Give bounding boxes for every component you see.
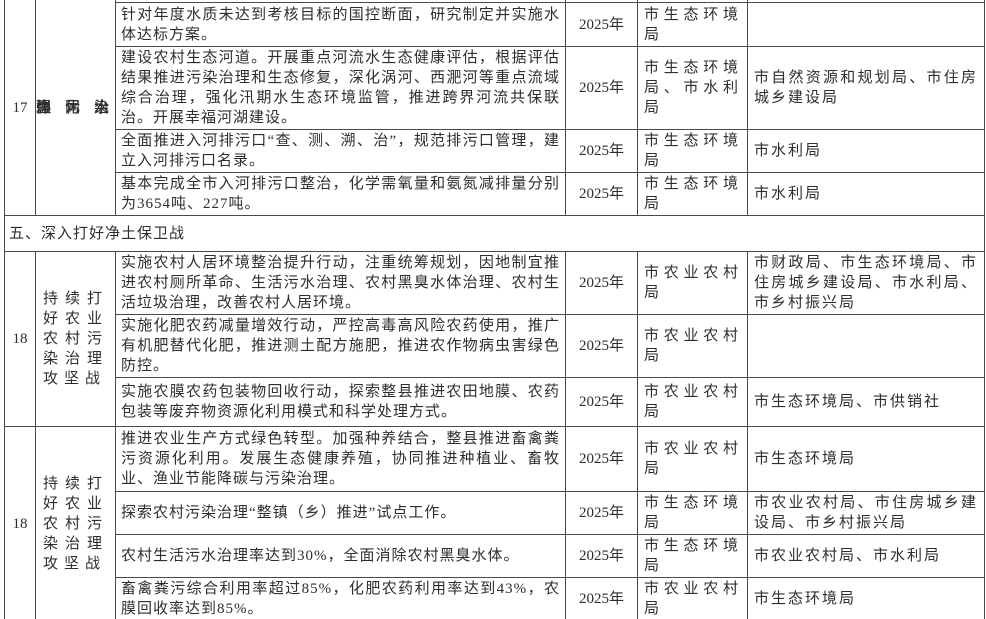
year-cell: 2025年	[565, 377, 638, 427]
responsible-dept-cell: 市农业农村局	[637, 377, 748, 427]
responsible-dept-cell: 市生态环境局、市水利局	[637, 46, 748, 130]
table-row: 建设农村生态河道。开展重点河流水生态健康评估，根据评估结果推进污染治理和生态修复…	[5, 46, 985, 130]
responsible-dept-cell: 市生态环境局	[637, 491, 748, 535]
group-number-cell: 18	[4, 426, 36, 619]
table-row: 农村生活污水治理率达到30%，全面消除农村黑臭水体。 2025年 市生态环境局 …	[5, 534, 985, 578]
responsible-dept-cell: 市农业农村局	[637, 251, 748, 315]
group-number-cell: 18	[4, 251, 36, 427]
year-cell: 2025年	[565, 251, 638, 315]
year-cell: 2025年	[565, 491, 638, 535]
table-row: 畜禽粪污综合利用率超过85%，化肥农药利用率达到43%，农膜回收率达到85%。 …	[5, 577, 985, 619]
cooperating-dept-cell: 市生态环境局	[747, 426, 985, 492]
group-number-cell: 17	[4, 0, 36, 216]
table-row: 探索农村污染治理“整镇（乡）推进”试点工作。 2025年 市生态环境局 市农业农…	[5, 491, 985, 535]
responsible-dept-cell: 市生态环境局	[637, 2, 748, 47]
responsible-dept-cell: 市生态环境局	[637, 129, 748, 173]
year-cell: 2025年	[565, 46, 638, 130]
cooperating-dept-cell: 市生态环境局、市供销社	[747, 377, 985, 427]
task-text-cell: 建设农村生态河道。开展重点河流水生态健康评估，根据评估结果推进污染治理和生态修复…	[115, 46, 566, 130]
table-row: 全面推进入河排污口“查、测、溯、治”，规范排污口管理，建立入河排污口名录。 20…	[5, 129, 985, 173]
task-text-cell: 全面推进入河排污口“查、测、溯、治”，规范排污口管理，建立入河排污口名录。	[115, 129, 566, 173]
cooperating-dept-cell: 市农业农村局、市水利局	[747, 534, 985, 578]
cooperating-dept-cell: 市农业农村局、市住房城乡建设局、市乡村振兴局	[747, 491, 985, 535]
year-cell: 2025年	[565, 314, 638, 378]
task-text-cell: 实施农膜农药包装物回收行动，探索整县推进农田地膜、农药包装等废弃物资源化利用模式…	[115, 377, 566, 427]
table-row: 实施农膜农药包装物回收行动，探索整县推进农田地膜、农药包装等废弃物资源化利用模式…	[5, 377, 985, 427]
task-text-cell: 农村生活污水治理率达到30%，全面消除农村黑臭水体。	[115, 534, 566, 578]
table-row: 18 持续打好农业农村污染治理攻坚战 推进农业生产方式绿色转型。加强种养结合，整…	[4, 426, 985, 619]
responsible-dept-cell: 市农业农村局	[637, 314, 748, 378]
table-row: 18 持续打好农业农村污染治理攻坚战 实施农村人居环境整治提升行动，注重统筹规划…	[4, 251, 985, 427]
year-cell: 2025年	[565, 534, 638, 578]
group-category-cell: 强化水岸污染协同治理	[35, 0, 116, 216]
responsible-dept-cell: 市农业农村局	[637, 426, 748, 492]
cooperating-dept-cell: 市水利局	[747, 172, 985, 216]
responsible-dept-cell: 市农业农村局	[637, 577, 748, 619]
cooperating-dept-cell: 市生态环境局	[747, 577, 985, 619]
task-text-cell: 基本完成全市入河排污口整治，化学需氧量和氨氮减排量分别为3654吨、227吨。	[115, 172, 566, 216]
responsible-dept-cell: 市生态环境局	[637, 172, 748, 216]
responsible-dept-cell: 市生态环境局	[637, 534, 748, 578]
cooperating-dept-cell	[747, 314, 985, 378]
group-category-cell: 持续打好农业农村污染治理攻坚战	[35, 251, 116, 427]
table-row: 17 强化水岸污染协同治理	[4, 0, 985, 216]
table-row: 针对年度水质未达到考核目标的国控断面，研究制定并实施水体达标方案。 2025年 …	[5, 2, 985, 47]
year-cell: 2025年	[565, 172, 638, 216]
task-text-cell: 畜禽粪污综合利用率超过85%，化肥农药利用率达到43%，农膜回收率达到85%。	[115, 577, 566, 619]
cooperating-dept-cell: 市财政局、市生态环境局、市住房城乡建设局、市水利局、市乡村振兴局	[747, 251, 985, 315]
cooperating-dept-cell: 市水利局	[747, 129, 985, 173]
cooperating-dept-cell	[747, 2, 985, 47]
action-plan-table: 17 强化水岸污染协同治理 针对年度水质未达到考核目标的国控断面，研究制定并实施…	[4, 0, 985, 619]
section-header-row: 五、深入打好净土保卫战	[4, 215, 985, 252]
year-cell: 2025年	[565, 2, 638, 47]
year-cell: 2025年	[565, 426, 638, 492]
task-text-cell: 探索农村污染治理“整镇（乡）推进”试点工作。	[115, 491, 566, 535]
table-row: 实施化肥农药减量增效行动，严控高毒高风险农药使用，推广有机肥替代化肥，推进测土配…	[5, 314, 985, 378]
task-text-cell: 推进农业生产方式绿色转型。加强种养结合，整县推进畜禽粪污资源化利用。发展生态健康…	[115, 426, 566, 492]
cooperating-dept-cell: 市自然资源和规划局、市住房城乡建设局	[747, 46, 985, 130]
group-category-cell: 持续打好农业农村污染治理攻坚战	[35, 426, 116, 619]
year-cell: 2025年	[565, 129, 638, 173]
table-row: 基本完成全市入河排污口整治，化学需氧量和氨氮减排量分别为3654吨、227吨。 …	[5, 172, 985, 216]
task-text-cell: 实施农村人居环境整治提升行动，注重统筹规划，因地制宜推进农村厕所革命、生活污水治…	[115, 251, 566, 315]
task-text-cell: 实施化肥农药减量增效行动，严控高毒高风险农药使用，推广有机肥替代化肥，推进测土配…	[115, 314, 566, 378]
task-text-cell: 针对年度水质未达到考核目标的国控断面，研究制定并实施水体达标方案。	[115, 2, 566, 47]
section-header: 五、深入打好净土保卫战	[4, 215, 985, 252]
year-cell: 2025年	[565, 577, 638, 619]
